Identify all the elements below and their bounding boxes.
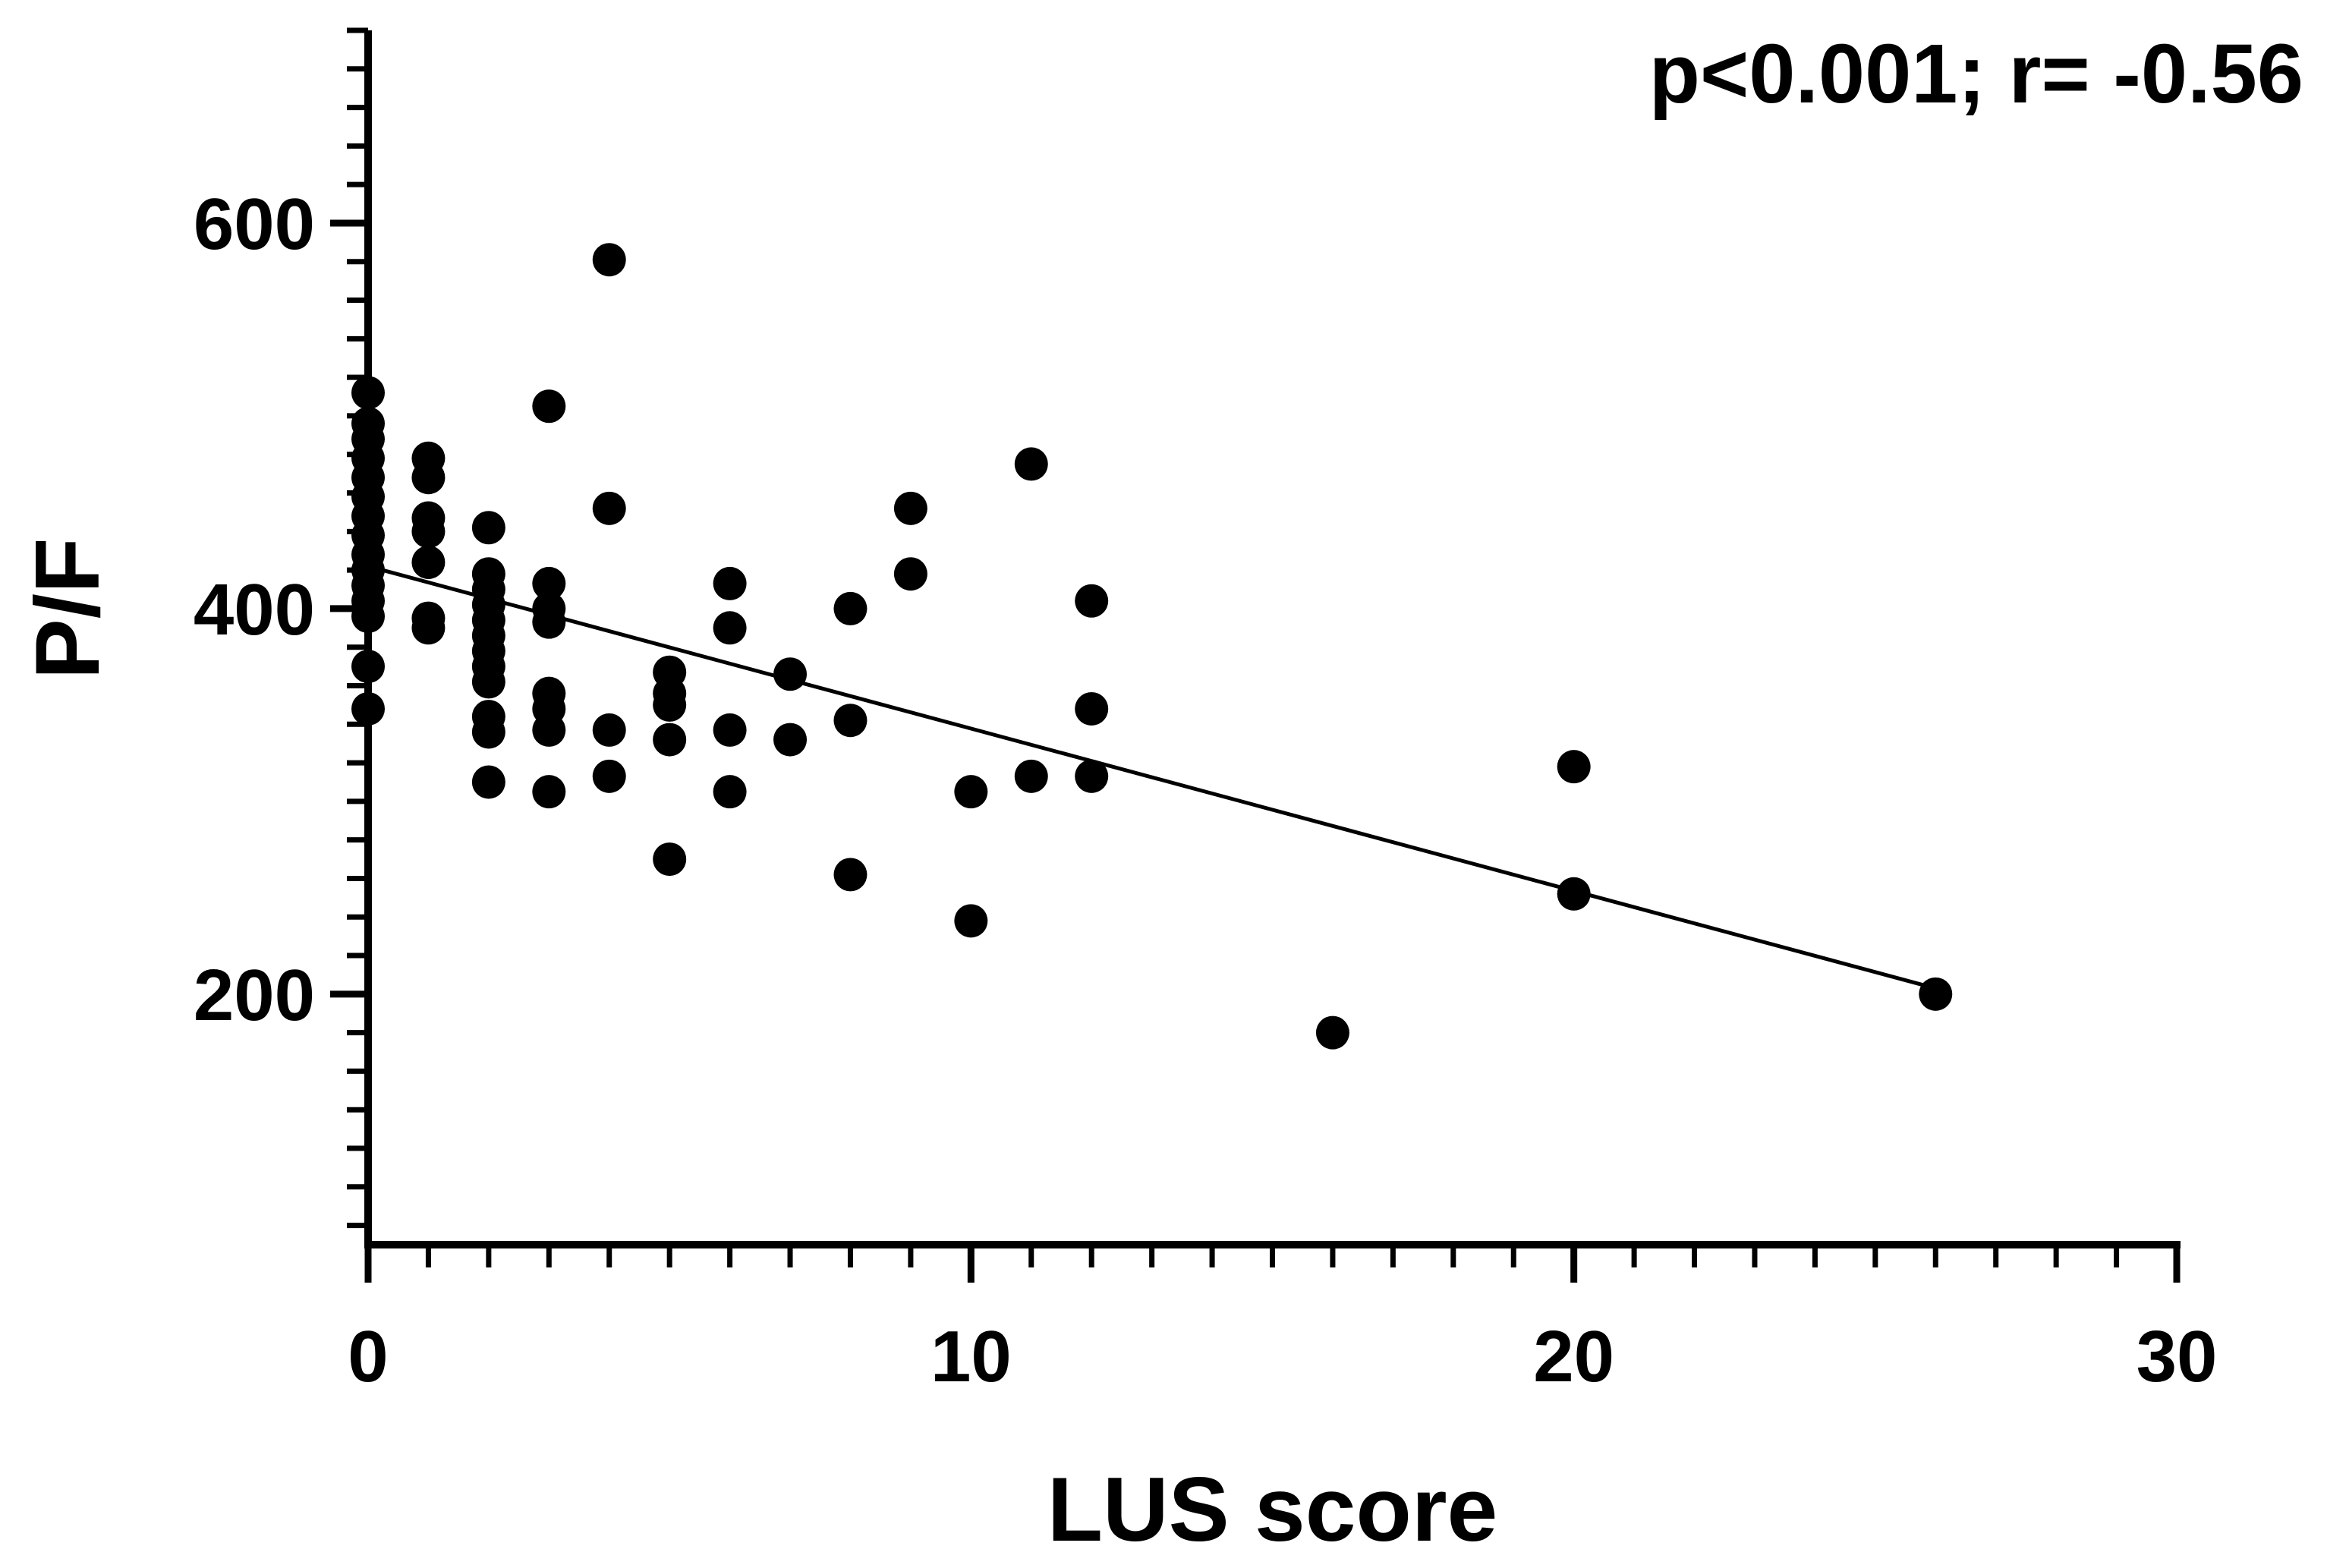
y-tick-label: 200 xyxy=(194,955,315,1036)
data-point xyxy=(1014,447,1048,481)
minor-ticks xyxy=(347,27,2120,1267)
data-point xyxy=(471,665,505,699)
data-point xyxy=(713,566,747,600)
major-ticks xyxy=(330,219,2181,1283)
data-point xyxy=(1557,877,1591,911)
data-point xyxy=(1919,977,1953,1011)
data-point xyxy=(1075,691,1109,726)
data-point xyxy=(592,243,626,277)
data-point xyxy=(653,723,687,757)
regression-line xyxy=(367,564,1936,990)
stats-annotation: p<0.001; r= -0.56 xyxy=(1649,27,2303,121)
data-point xyxy=(532,775,566,809)
data-point xyxy=(351,650,385,684)
data-point xyxy=(471,511,505,545)
data-point xyxy=(532,566,566,600)
y-tick-label: 600 xyxy=(194,184,315,265)
data-point xyxy=(713,713,747,747)
y-tick-label: 400 xyxy=(194,569,315,650)
x-tick-label: 20 xyxy=(1533,1316,1614,1397)
data-point xyxy=(653,842,687,877)
data-point xyxy=(1075,759,1109,793)
data-point xyxy=(833,704,868,738)
data-point xyxy=(954,904,988,938)
data-point xyxy=(653,688,687,722)
data-point xyxy=(351,376,385,410)
data-point xyxy=(713,611,747,645)
data-point xyxy=(773,723,808,757)
data-point xyxy=(471,715,505,749)
data-point xyxy=(351,691,385,726)
data-point xyxy=(471,765,505,799)
data-point xyxy=(532,713,566,747)
x-axis-title: LUS score xyxy=(1047,1459,1498,1560)
data-points xyxy=(351,243,1953,1050)
data-point xyxy=(1075,584,1109,618)
x-tick-label: 0 xyxy=(348,1316,388,1397)
tick-labels: 0 10 20 30 200 400 600 xyxy=(194,184,2218,1397)
data-point xyxy=(411,611,446,645)
data-point xyxy=(833,591,868,625)
x-tick-label: 10 xyxy=(930,1316,1012,1397)
data-point xyxy=(1315,1015,1349,1050)
data-point xyxy=(592,713,626,747)
y-axis-title: P/F xyxy=(17,538,118,680)
data-point xyxy=(411,515,446,549)
data-point xyxy=(954,775,988,809)
data-point xyxy=(411,461,446,495)
data-point xyxy=(411,545,446,579)
data-point xyxy=(592,491,626,525)
data-point xyxy=(833,858,868,892)
data-point xyxy=(893,491,927,525)
data-point xyxy=(532,389,566,423)
data-point xyxy=(773,657,808,691)
x-tick-label: 30 xyxy=(2136,1316,2218,1397)
data-point xyxy=(532,605,566,639)
data-point xyxy=(351,600,385,634)
data-point xyxy=(1557,750,1591,784)
data-point xyxy=(592,759,626,793)
data-point xyxy=(893,557,927,591)
data-point xyxy=(713,775,747,809)
data-point xyxy=(1014,759,1048,793)
